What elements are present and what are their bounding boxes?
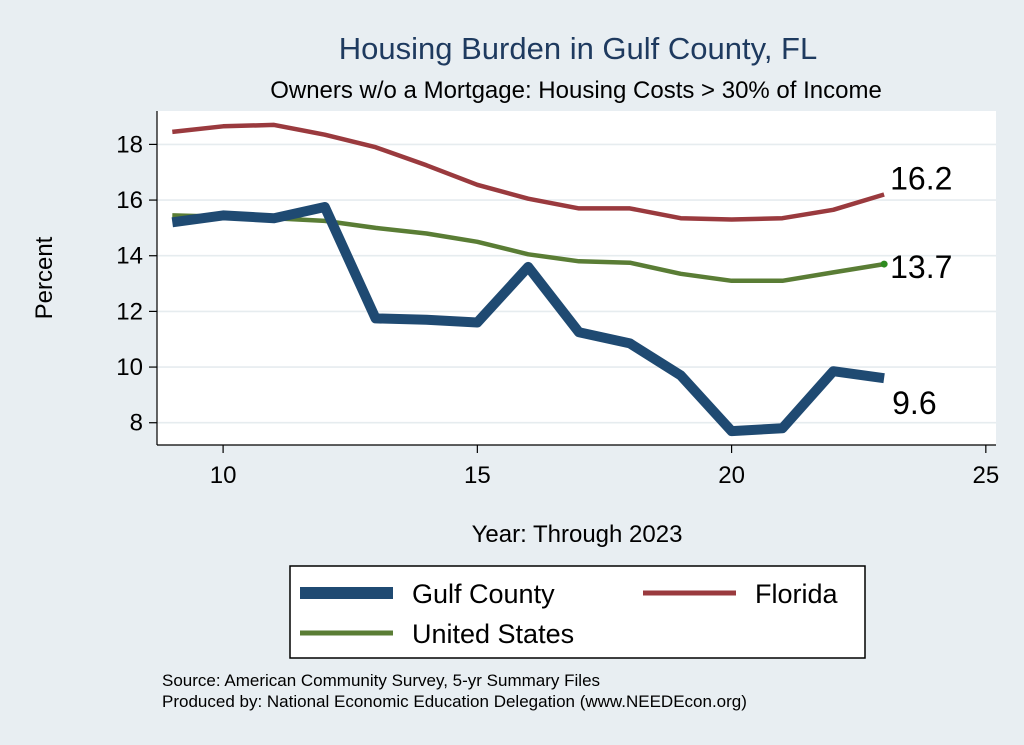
y-axis-label: Percent bbox=[31, 236, 58, 319]
source-line-1: Source: American Community Survey, 5-yr … bbox=[162, 671, 600, 690]
x-tick-label-25: 25 bbox=[972, 462, 999, 489]
y-tick-label-18: 18 bbox=[116, 131, 143, 158]
gridlines bbox=[157, 143, 996, 424]
end-label-florida: 16.2 bbox=[890, 161, 952, 197]
chart-title: Housing Burden in Gulf County, FL bbox=[339, 31, 817, 66]
end-labels: 9.6 16.2 13.7 bbox=[890, 161, 952, 422]
x-tick-label-20: 20 bbox=[718, 462, 745, 489]
source-line-2: Produced by: National Economic Education… bbox=[162, 692, 747, 711]
y-tick-label-8: 8 bbox=[130, 410, 143, 437]
series-line-gulf-county bbox=[171, 202, 885, 437]
legend-label-gulf-county: Gulf County bbox=[412, 579, 555, 609]
series-lines bbox=[171, 122, 888, 437]
legend-label-florida: Florida bbox=[755, 579, 839, 609]
end-label-gulf-county: 9.6 bbox=[892, 385, 936, 421]
x-axis-ticks: 10 15 20 25 bbox=[210, 445, 999, 489]
x-tick-label-15: 15 bbox=[464, 462, 491, 489]
end-point-marker-united-states bbox=[880, 260, 888, 268]
legend-box bbox=[289, 565, 866, 659]
y-axis-ticks: 8 10 12 14 16 18 bbox=[116, 131, 157, 437]
end-label-united-states: 13.7 bbox=[890, 249, 952, 285]
plot-area bbox=[157, 111, 996, 445]
chart-subtitle: Owners w/o a Mortgage: Housing Costs > 3… bbox=[270, 77, 882, 104]
legend: Gulf County Florida United States bbox=[289, 565, 866, 659]
y-tick-label-16: 16 bbox=[116, 187, 143, 214]
series-line-florida bbox=[172, 122, 885, 222]
x-tick-label-10: 10 bbox=[210, 462, 237, 489]
y-tick-label-12: 12 bbox=[116, 298, 143, 325]
y-tick-label-10: 10 bbox=[116, 354, 143, 381]
legend-label-united-states: United States bbox=[412, 619, 574, 649]
y-tick-label-14: 14 bbox=[116, 243, 143, 270]
x-axis-label: Year: Through 2023 bbox=[472, 521, 683, 548]
